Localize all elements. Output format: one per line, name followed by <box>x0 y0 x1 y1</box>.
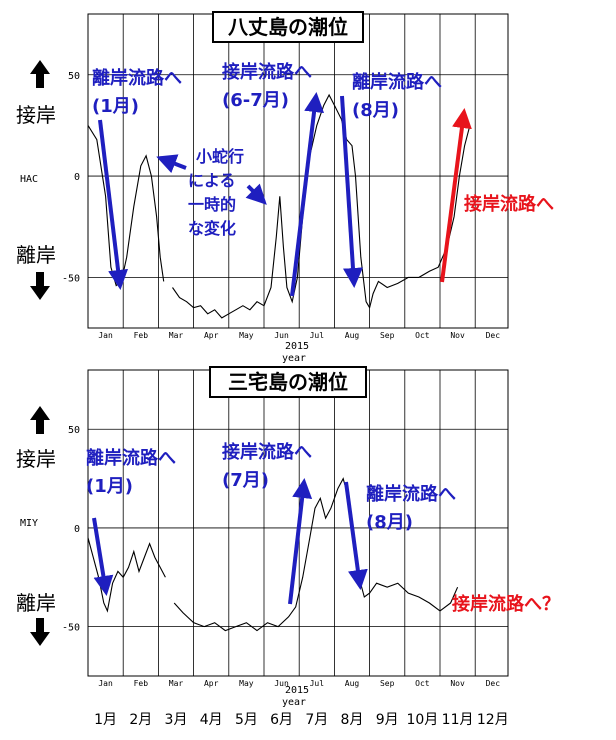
x-tick-label: Apr <box>204 679 219 688</box>
annotation-line: 離岸流路へ <box>352 71 442 93</box>
annotation-line: 接岸流路へ <box>222 61 312 83</box>
y-tick-label: 50 <box>68 71 80 82</box>
x-tick-label: Dec <box>486 679 501 688</box>
chart-title-box <box>212 11 364 43</box>
y-tick-label: -50 <box>62 273 80 284</box>
sea-level-series-line <box>87 125 165 287</box>
x-tick-label: Sep <box>380 679 395 688</box>
month-label-jp: 12月 <box>477 712 509 728</box>
x-tick-label: Nov <box>450 679 465 688</box>
side-label-up: 接岸 <box>16 447 56 471</box>
month-label-jp: 8月 <box>341 712 364 728</box>
chart-miyake: 50 0 -50 Jan Feb Mar Apr May Jun Jul Aug Sep Oct Nov… <box>16 366 560 708</box>
month-label-jp: 3月 <box>165 712 188 728</box>
x-tick-label: Jun <box>274 331 289 340</box>
month-label-jp: 4月 <box>200 712 223 728</box>
annotation-line: (7月) <box>222 470 269 491</box>
x-tick-label: Jan <box>98 331 113 340</box>
x-tick-label: Jul <box>310 331 325 340</box>
x-tick-label: May <box>239 331 254 340</box>
annotation-line: 接岸流路へ <box>464 193 554 215</box>
annotation-line: (8月) <box>366 512 413 533</box>
x-tick-label: Feb <box>134 679 149 688</box>
x-tick-label: Jun <box>274 679 289 688</box>
x-tick-label: Jan <box>98 679 113 688</box>
annotation-arrow <box>156 154 187 174</box>
month-label-jp: 7月 <box>305 712 328 728</box>
annotation-arrow <box>290 92 325 297</box>
side-label-down: 離岸 <box>16 243 56 267</box>
annotation-line: (6-7月) <box>222 90 289 111</box>
up-arrow-icon <box>30 406 50 434</box>
annotation-arrow <box>98 119 129 290</box>
side-label-up: 接岸 <box>16 103 56 127</box>
annotation-arrow <box>245 183 267 205</box>
x-tick-label: Mar <box>169 331 184 340</box>
annotation-line: 離岸流路へ <box>86 447 176 469</box>
month-label-jp: 10月 <box>406 712 438 728</box>
x-tick-label: Feb <box>134 331 149 340</box>
month-label-jp: 5月 <box>235 712 258 728</box>
month-label-jp: 9月 <box>376 712 399 728</box>
month-label-jp: 6月 <box>270 712 293 728</box>
chart-hachijo: 50 0 -50 Jan Feb Mar Apr May Jun Jul Aug Sep Oct Nov… <box>16 11 554 364</box>
annotation-line: 接岸流路へ <box>222 441 312 463</box>
annotation-arrow <box>440 108 472 283</box>
y-tick-label: 0 <box>74 524 80 535</box>
x-tick-label: Mar <box>169 679 184 688</box>
annotation-arrow <box>92 517 114 596</box>
chart-title-box <box>209 366 367 398</box>
station-code: MIY <box>20 518 38 529</box>
x-tick-label: Aug <box>345 331 360 340</box>
annotation-line: 離岸流路へ <box>366 483 456 505</box>
y-tick-label: -50 <box>62 623 80 634</box>
annotation-line: な変化 <box>188 219 236 238</box>
x-axis-label: year <box>282 697 306 708</box>
x-tick-label: May <box>239 679 254 688</box>
y-tick-label: 0 <box>74 172 80 183</box>
annotation-line: 小蛇行 <box>196 147 244 166</box>
annotation-line: 接岸流路へ？ <box>452 593 560 615</box>
annotation-line: による <box>188 171 236 190</box>
annotation-line: 離岸流路へ <box>92 67 182 89</box>
down-arrow-icon <box>30 618 50 646</box>
x-tick-label: Oct <box>415 679 430 688</box>
x-tick-label: Apr <box>204 331 219 340</box>
station-code: HAC <box>20 174 38 185</box>
x-tick-label: Dec <box>486 331 501 340</box>
sea-level-series-line <box>173 477 459 632</box>
year-label: 2015 <box>285 685 309 696</box>
x-tick-label: Jul <box>310 679 325 688</box>
x-tick-label: Aug <box>345 679 360 688</box>
x-tick-label: Sep <box>380 331 395 340</box>
bottom-month-labels: 1月 2月 3月 4月 5月 6月 7月 8月 9月 10月 11月 12月 <box>94 712 509 728</box>
year-label: 2015 <box>285 341 309 352</box>
x-axis-label: year <box>282 353 306 364</box>
chart-title: 八丈島の潮位 <box>228 15 348 39</box>
month-label-jp: 11月 <box>442 712 474 728</box>
annotation-line: (1月) <box>86 476 133 497</box>
sea-level-series-line <box>172 93 471 319</box>
month-label-jp: 2月 <box>129 712 152 728</box>
up-arrow-icon <box>30 60 50 88</box>
chart-title: 三宅島の潮位 <box>228 370 348 394</box>
x-tick-label: Nov <box>450 331 465 340</box>
annotation-arrow <box>340 95 363 288</box>
x-tick-label: Oct <box>415 331 430 340</box>
down-arrow-icon <box>30 272 50 300</box>
annotation-arrow <box>344 481 368 590</box>
annotation-line: (8月) <box>352 100 399 121</box>
annotation-line: (1月) <box>92 96 139 117</box>
side-label-down: 離岸 <box>16 591 56 615</box>
annotation-line: 一時的 <box>188 195 236 214</box>
month-label-jp: 1月 <box>94 712 117 728</box>
annotation-arrow <box>288 478 313 605</box>
y-tick-label: 50 <box>68 425 80 436</box>
